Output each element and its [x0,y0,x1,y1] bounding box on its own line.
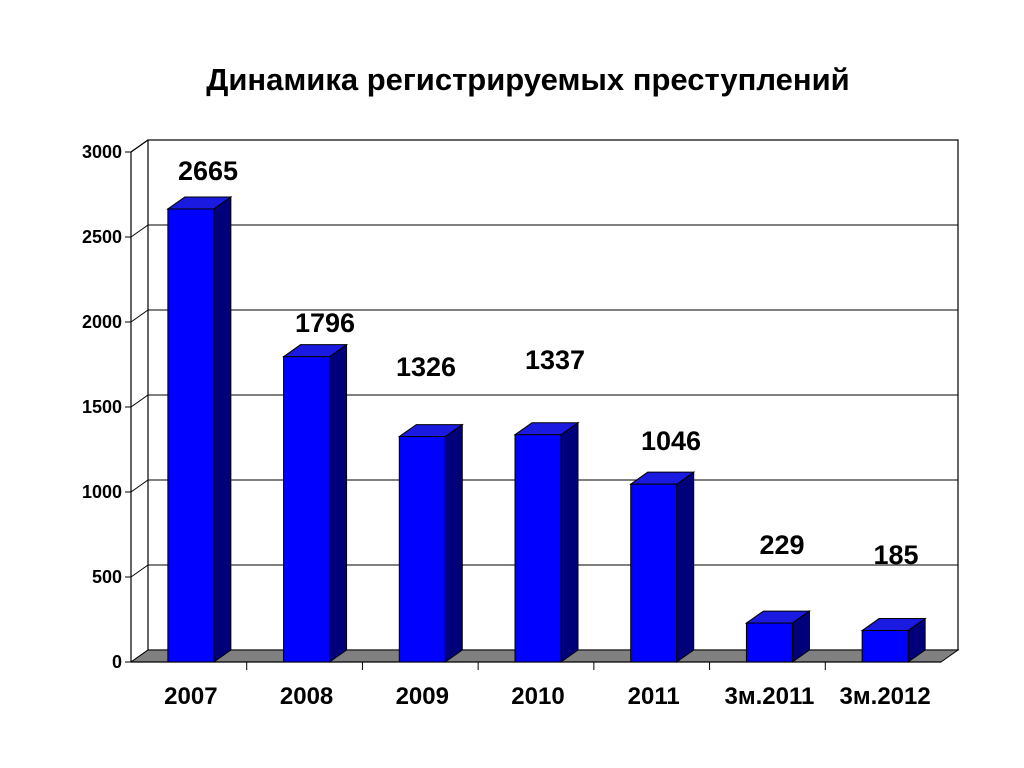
bar [629,471,696,663]
bar-front [167,208,215,663]
bar [397,423,464,663]
x-tick-label: 2011 [628,683,680,710]
data-label: 2665 [178,156,238,186]
x-tick-label: 2009 [396,683,449,710]
bar-side [676,471,695,663]
x-tick-label: 2007 [164,683,217,710]
y-tick-label: 0 [112,652,122,672]
bar [166,195,233,663]
bar-side [560,421,579,663]
bar-front [630,483,678,663]
y-tick-label: 3000 [82,142,122,162]
gridline-depth [130,564,149,578]
gridline-depth [130,479,149,493]
y-tick-label: 2500 [82,227,122,247]
bar-side [444,423,463,663]
label-layer: 2007 2008 2009 2010 2011 3м.2011 3м.2012 2665 17… [164,156,931,710]
data-label: 1046 [641,426,701,456]
x-tick-label: 2008 [280,683,333,710]
bar [744,610,812,663]
gridline-depth [130,309,149,323]
bar [513,421,580,663]
bar-front [861,630,909,663]
bar-front [398,436,446,663]
gridline-depth [130,224,149,238]
y-tick-label: 500 [92,567,122,587]
bar-side [329,343,348,663]
y-tick-label: 1000 [82,482,122,502]
bar-front [283,356,331,663]
data-label: 185 [873,540,918,570]
y-axis-top-depth [130,139,149,153]
data-label: 1796 [295,308,355,338]
y-tick-label: 1500 [82,397,122,417]
data-label: 1326 [396,352,456,382]
y-tick-label: 2000 [82,312,122,332]
data-label: 229 [759,530,804,560]
grid-layer [130,139,959,663]
bar-layer [166,195,927,663]
bar [860,617,927,663]
gridline-depth [130,394,149,408]
x-tick-label: 2010 [511,683,564,710]
x-tick-label: 3м.2012 [840,683,931,710]
bar [281,343,349,663]
bar-front [514,434,562,663]
x-tick-label: 3м.2011 [725,683,815,710]
bar-front [745,622,793,663]
chart-title: Динамика регистрируемых преступлений [206,62,850,97]
bar-side [213,195,232,663]
data-label: 1337 [525,345,585,375]
